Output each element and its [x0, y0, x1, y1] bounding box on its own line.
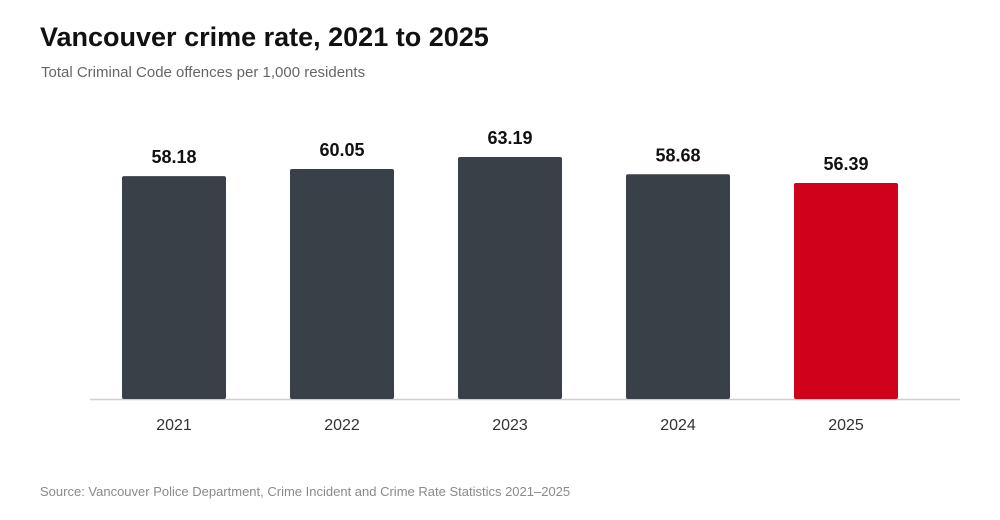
value-label-2022: 60.05	[319, 140, 364, 160]
bar-2025	[794, 183, 898, 399]
bar-2022	[290, 169, 394, 399]
x-tick-label-2022: 2022	[324, 417, 360, 434]
x-tick-label-2023: 2023	[492, 417, 528, 434]
value-label-2025: 56.39	[823, 154, 868, 174]
bar-2023	[458, 157, 562, 399]
source-note: Source: Vancouver Police Department, Cri…	[40, 484, 571, 499]
x-tick-labels-group: 2021 2022 2023 2024 2025	[156, 417, 864, 434]
bar-2024	[626, 174, 730, 399]
value-label-2021: 58.18	[151, 147, 196, 167]
chart-title: Vancouver crime rate, 2021 to 2025	[40, 22, 489, 52]
bars-group	[122, 157, 898, 399]
x-tick-label-2024: 2024	[660, 417, 696, 434]
value-label-2023: 63.19	[487, 128, 532, 148]
x-tick-label-2025: 2025	[828, 417, 864, 434]
x-tick-label-2021: 2021	[156, 417, 192, 434]
value-labels-group: 58.18 60.05 63.19 58.68 56.39	[151, 128, 868, 174]
bar-2021	[122, 176, 226, 399]
value-label-2024: 58.68	[655, 145, 700, 165]
chart-subtitle: Total Criminal Code offences per 1,000 r…	[41, 64, 366, 81]
